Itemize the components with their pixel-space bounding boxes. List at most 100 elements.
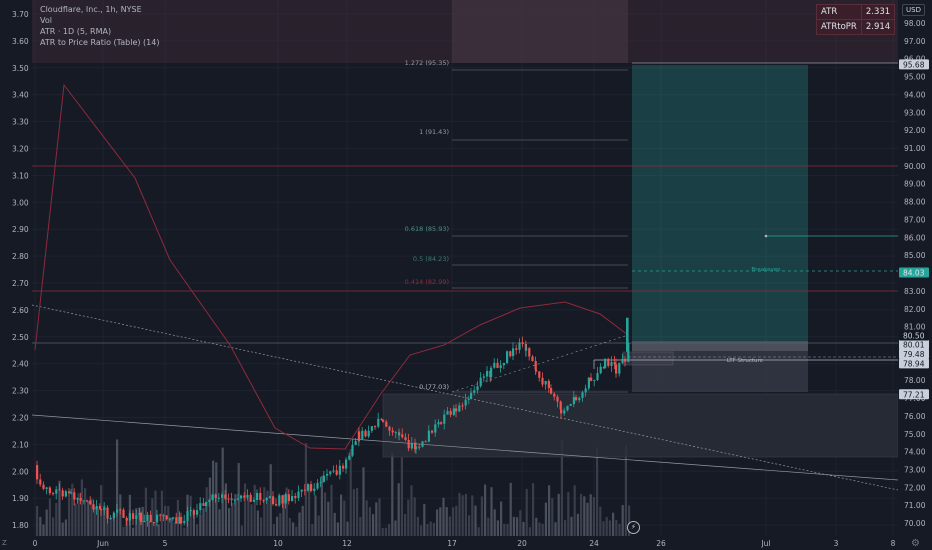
entry-band (632, 341, 808, 351)
right-axis-tick: 93.00 (904, 108, 926, 117)
right-axis-tick: 81.00 (904, 323, 926, 332)
right-axis-tick: 87.00 (904, 215, 926, 224)
fib-label: 0.5 (84.23) (413, 255, 449, 263)
right-axis-tick: 72.00 (904, 483, 926, 492)
right-axis-tick: 71.00 (904, 501, 926, 510)
left-axis: 3.70 3.60 3.50 3.40 3.30 3.20 3.10 3.00 2.90 2.80… (12, 10, 29, 530)
price-tag: 80.50 (903, 332, 925, 341)
right-axis-tick: 74.00 (904, 448, 926, 457)
right-axis-tick: 76.00 (904, 412, 926, 421)
time-axis-tick: 5 (163, 539, 168, 548)
atr-to-pr-label: ATRtoPR (816, 19, 862, 35)
left-axis-tick: 3.40 (12, 91, 29, 100)
top-highlight-vertical (452, 0, 628, 63)
right-axis-tick: 97.00 (904, 37, 926, 46)
left-axis-tick: 2.10 (12, 440, 29, 449)
time-axis-tick: 10 (273, 539, 283, 548)
time-axis-tick: 0 (33, 539, 38, 548)
right-axis-tick: 91.00 (904, 144, 926, 153)
price-tag: 77.21 (903, 390, 925, 399)
left-axis-tick: 2.60 (12, 306, 29, 315)
left-axis-tick: 3.10 (12, 171, 29, 180)
symbol-title[interactable]: Cloudflare, Inc., 1h, NYSE (40, 5, 142, 14)
right-axis-tick: 86.00 (904, 233, 926, 242)
currency-button[interactable]: USD (902, 4, 925, 16)
breakeven-label: Breakeven (751, 267, 781, 273)
atr-indicator-label[interactable]: ATR · 1D (5, RMA) (40, 27, 112, 36)
atr-value: 2.331 (860, 4, 896, 20)
stop-zone (632, 341, 808, 392)
atr-to-pr-value: 2.914 (860, 19, 896, 35)
lightning-icon[interactable]: ⚡ (627, 521, 640, 534)
time-axis-tick: 26 (656, 539, 666, 548)
fib-label: 1.272 (95.35) (405, 59, 449, 67)
time-axis[interactable]: 0 Jun 5 10 12 17 20 24 26 Jul 3 8 (0, 536, 932, 550)
atr-line (34, 83, 629, 450)
left-axis-tick: 2.40 (12, 360, 29, 369)
atr-row: ATR 2.331 (816, 4, 896, 20)
time-axis-tick: Jun (96, 539, 109, 548)
price-tag: 78.94 (903, 359, 925, 368)
time-axis-tick: 17 (447, 539, 457, 548)
time-axis-tick: Jul (760, 539, 770, 548)
chart-legend: Cloudflare, Inc., 1h, NYSE Vol ATR · 1D … (40, 4, 159, 48)
left-axis-tick: 2.70 (12, 279, 29, 288)
atr-to-pr-row: ATRtoPR 2.914 (816, 19, 896, 35)
target-zone (632, 65, 808, 341)
left-axis-tick: 2.00 (12, 467, 29, 476)
fib-label: 0.414 (82.99) (405, 278, 449, 286)
price-tag: 84.03 (903, 269, 925, 278)
right-axis-tick: 73.00 (904, 466, 926, 475)
right-axis[interactable]: 98.00 97.00 96.00 95.00 94.00 93.00 92.00 91.00… (898, 0, 932, 536)
left-axis-tick: 2.20 (12, 414, 29, 423)
right-axis-tick: 94.00 (904, 90, 926, 99)
left-axis-tick: 2.30 (12, 387, 29, 396)
auto-scale-toggle[interactable]: Z (2, 539, 7, 547)
left-axis-tick: 3.60 (12, 37, 29, 46)
fib-range-box (382, 393, 899, 458)
atr-table-indicator-label[interactable]: ATR to Price Ratio (Table) (14) (40, 38, 160, 47)
right-axis-tick: 83.00 (904, 287, 926, 296)
right-axis-tick: 88.00 (904, 198, 926, 207)
time-axis-tick: 8 (891, 539, 896, 548)
fib-label: 0.618 (85.93) (405, 225, 449, 233)
ltf-structure-label: LTF Structure (727, 358, 764, 364)
grid-lines (32, 0, 898, 536)
left-axis-tick: 2.90 (12, 225, 29, 234)
fib-label: 0 (77.03) (419, 383, 449, 391)
left-axis-tick: 1.90 (12, 494, 29, 503)
right-axis-tick: 96.00 (904, 55, 926, 64)
right-axis-tick: 70.00 (904, 519, 926, 528)
atr-label: ATR (816, 4, 862, 20)
time-axis-tick: 12 (342, 539, 352, 548)
atr-table: ATR 2.331 ATRtoPR 2.914 (816, 4, 896, 35)
time-axis-tick: 20 (517, 539, 527, 548)
left-axis-tick: 2.50 (12, 333, 29, 342)
right-axis-tick: 92.00 (904, 126, 926, 135)
right-axis-tick: 89.00 (904, 180, 926, 189)
left-axis-tick: 1.80 (12, 521, 29, 530)
left-axis-tick: 3.30 (12, 118, 29, 127)
left-axis-tick: 3.70 (12, 10, 29, 19)
right-axis-tick: 78.00 (904, 376, 926, 385)
price-tag: 80.01 (903, 340, 925, 349)
right-axis-tick: 90.00 (904, 162, 926, 171)
left-axis-tick: 3.00 (12, 198, 29, 207)
ltf-structure-box (622, 351, 674, 366)
time-axis-tick: 3 (834, 539, 839, 548)
left-axis-tick: 3.20 (12, 145, 29, 154)
fib-label: 1 (91.43) (419, 128, 449, 136)
fib-levels: 1.272 (95.35) 1 (91.43) 0.618 (85.93) 0.5 (… (405, 59, 781, 391)
gear-icon[interactable]: ⚙ (911, 538, 920, 549)
right-axis-tick: 75.00 (904, 430, 926, 439)
price-tag: 95.68 (903, 60, 925, 69)
left-axis-tick: 3.50 (12, 64, 29, 73)
candles (36, 317, 630, 527)
price-tag: 79.48 (903, 350, 925, 359)
vol-indicator-label[interactable]: Vol (40, 16, 52, 25)
time-axis-tick: 24 (589, 539, 599, 548)
right-axis-tick: 82.00 (904, 305, 926, 314)
right-axis-tick: 85.00 (904, 251, 926, 260)
right-axis-tick: 98.00 (904, 19, 926, 28)
